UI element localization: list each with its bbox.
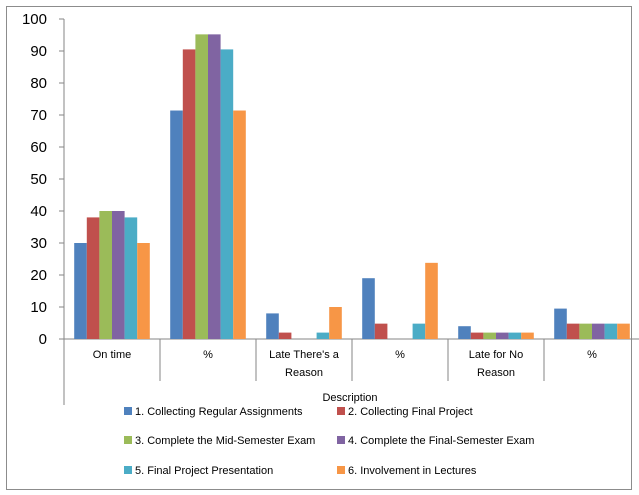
legend-swatch [124,436,132,444]
bar [604,323,618,339]
y-tick-label: 80 [30,75,47,92]
bar [470,332,484,339]
legend: 1. Collecting Regular Assignments 2. Coll… [124,406,534,477]
legend-label: 4. Complete the Final-Semester Exam [348,435,534,447]
x-category-label: % [587,349,597,361]
bar [137,243,150,339]
bar [99,211,112,339]
legend-label: 2. Collecting Final Project [348,406,473,418]
y-tick-label: 30 [30,235,47,252]
x-category-label: % [395,349,405,361]
bar [483,332,496,339]
bar [521,332,534,339]
bar [458,326,471,339]
x-category-label: Late for No [469,349,523,361]
bar [329,307,342,339]
legend-label: 1. Collecting Regular Assignments [135,406,303,418]
x-axis-title: Description [322,392,377,404]
y-tick-label: 60 [30,139,47,156]
bar [195,34,208,340]
bar [86,217,100,339]
legend-label: 5. Final Project Presentation [135,465,273,477]
bar [182,49,196,340]
bar [425,262,438,339]
bar [112,211,125,339]
bars [74,34,630,340]
y-tick-label: 40 [30,203,47,220]
bar [579,323,592,339]
bar [566,323,580,339]
y-tick-label: 10 [30,299,47,316]
y-tick-label: 90 [30,43,47,60]
bar [592,323,605,339]
legend-swatch [337,407,345,415]
bar [508,332,522,339]
y-tick-label: 100 [22,11,47,28]
x-category-label: % [203,349,213,361]
bar [74,243,87,339]
x-category-label: Reason [285,367,323,379]
bar [220,49,234,340]
bar [617,323,630,339]
y-axis: 0 10 20 30 40 50 60 70 80 90 100 [22,11,65,348]
bar [233,110,246,340]
legend-swatch [124,466,132,474]
legend-swatch [124,407,132,415]
y-tick-label: 70 [30,107,47,124]
bar [554,308,567,339]
bar [374,323,388,339]
x-category-label: Reason [477,367,515,379]
y-tick-label: 50 [30,171,47,188]
bar [496,332,509,339]
bar [362,278,375,339]
bar [266,313,279,339]
bar [124,217,138,339]
bar [412,323,426,339]
y-tick-label: 0 [39,331,47,348]
x-category-label: Late There's a [269,349,340,361]
bar [170,110,183,340]
legend-label: 3. Complete the Mid-Semester Exam [135,435,315,447]
y-tick-label: 20 [30,267,47,284]
legend-label: 6. Involvement in Lectures [348,465,477,477]
bar [278,332,292,339]
bar [316,332,330,339]
legend-swatch [337,466,345,474]
x-category-label: On time [93,349,132,361]
legend-swatch [337,436,345,444]
bar [208,34,221,340]
x-axis: On time% Late There's a Reason% Late for No… [63,338,639,405]
